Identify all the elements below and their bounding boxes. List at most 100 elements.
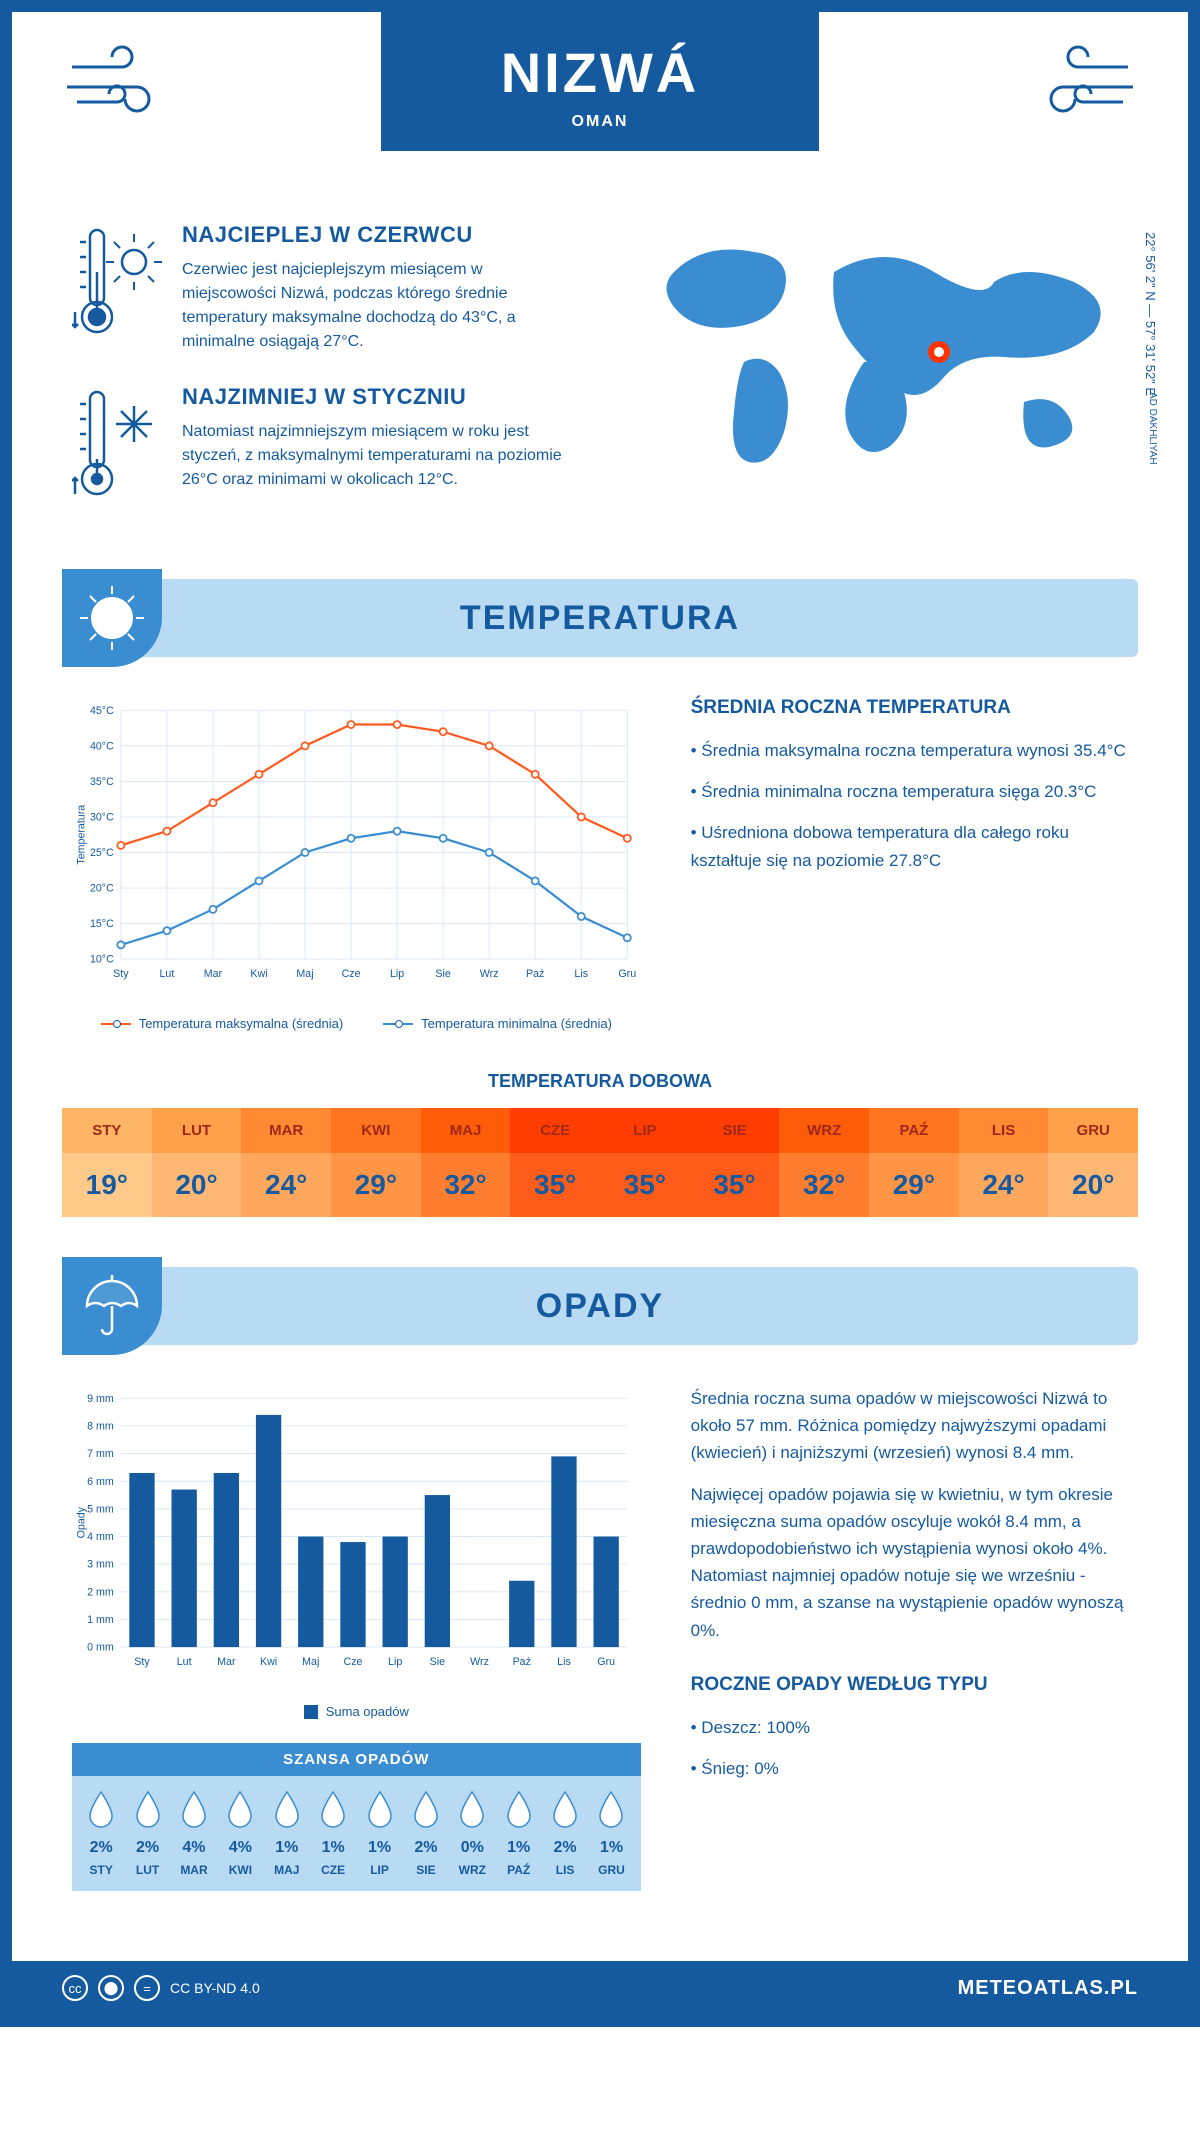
svg-text:Sty: Sty — [134, 1656, 150, 1668]
svg-text:20°C: 20°C — [90, 883, 114, 895]
temp-bullet: • Średnia maksymalna roczna temperatura … — [691, 737, 1128, 764]
coordinates: 22° 56' 2" N — 57° 31' 52" E — [1143, 232, 1158, 396]
world-map — [620, 222, 1128, 482]
svg-text:0 mm: 0 mm — [87, 1642, 114, 1654]
svg-text:Mar: Mar — [204, 968, 223, 980]
svg-text:Gru: Gru — [597, 1656, 615, 1668]
coldest-block: NAJZIMNIEJ W STYCZNIU Natomiast najzimni… — [72, 384, 580, 509]
temp-text-title: ŚREDNIA ROCZNA TEMPERATURA — [691, 697, 1128, 719]
chance-cell: 4%MAR — [171, 1790, 217, 1877]
svg-text:Mar: Mar — [217, 1656, 236, 1668]
precip-section-head: OPADY — [62, 1267, 1138, 1345]
svg-text:Lis: Lis — [557, 1656, 571, 1668]
svg-text:40°C: 40°C — [90, 740, 114, 752]
summary-row: NAJCIEPLEJ W CZERWCU Czerwiec jest najci… — [12, 192, 1188, 579]
license-text: CC BY-ND 4.0 — [170, 1980, 260, 1996]
precip-title: OPADY — [536, 1287, 664, 1326]
temp-bullet: • Średnia minimalna roczna temperatura s… — [691, 778, 1128, 805]
chance-cell: 1%GRU — [588, 1790, 634, 1877]
chance-cell: 2%LIS — [542, 1790, 588, 1877]
legend-min: Temperatura minimalna (średnia) — [421, 1016, 612, 1031]
svg-text:15°C: 15°C — [90, 918, 114, 930]
svg-text:3 mm: 3 mm — [87, 1559, 114, 1571]
daily-cell: PAŹ29° — [869, 1108, 959, 1217]
city-name: NIZWÁ — [501, 40, 700, 105]
svg-text:Paź: Paź — [526, 968, 544, 980]
hottest-title: NAJCIEPLEJ W CZERWCU — [182, 222, 580, 248]
precip-type-title: ROCZNE OPADY WEDŁUG TYPU — [691, 1674, 1128, 1696]
daily-cell: LIP35° — [600, 1108, 690, 1217]
daily-cell: MAR24° — [241, 1108, 331, 1217]
header: NIZWÁ OMAN — [12, 12, 1188, 192]
svg-text:Lip: Lip — [388, 1656, 402, 1668]
daily-cell: GRU20° — [1048, 1108, 1138, 1217]
chance-cell: 1%PAŹ — [496, 1790, 542, 1877]
svg-text:Cze: Cze — [343, 1656, 362, 1668]
cc-icon: cc — [62, 1975, 88, 2001]
daily-cell: MAJ32° — [421, 1108, 511, 1217]
svg-text:7 mm: 7 mm — [87, 1448, 114, 1460]
daily-cell: SIE35° — [690, 1108, 780, 1217]
svg-text:35°C: 35°C — [90, 776, 114, 788]
thermometer-hot-icon — [72, 222, 162, 354]
map-marker-icon — [928, 341, 950, 363]
chance-box: SZANSA OPADÓW 2%STY2%LUT4%MAR4%KWI1%MAJ1… — [72, 1743, 641, 1891]
precipitation-bar-chart: 0 mm1 mm2 mm3 mm4 mm5 mm6 mm7 mm8 mm9 mm… — [72, 1385, 641, 1687]
temperature-line-chart: 10°C15°C20°C25°C30°C35°C40°C45°CStyLutMa… — [72, 697, 641, 999]
region-label: AD DAKHLIYAH — [1147, 392, 1158, 465]
svg-text:Wrz: Wrz — [480, 968, 499, 980]
chance-cell: 1%LIP — [356, 1790, 402, 1877]
nd-icon: = — [134, 1975, 160, 2001]
svg-text:2 mm: 2 mm — [87, 1586, 114, 1598]
daily-cell: WRZ32° — [779, 1108, 869, 1217]
svg-text:Maj: Maj — [302, 1656, 319, 1668]
umbrella-icon — [62, 1257, 162, 1355]
wind-icon — [1028, 42, 1138, 134]
svg-text:Paź: Paź — [513, 1656, 531, 1668]
svg-text:Maj: Maj — [296, 968, 313, 980]
svg-text:6 mm: 6 mm — [87, 1476, 114, 1488]
hottest-block: NAJCIEPLEJ W CZERWCU Czerwiec jest najci… — [72, 222, 580, 354]
temp-title: TEMPERATURA — [460, 599, 740, 638]
wind-icon — [62, 42, 172, 134]
daily-temp-table: STY19°LUT20°MAR24°KWI29°MAJ32°CZE35°LIP3… — [62, 1108, 1138, 1217]
country-name: OMAN — [501, 113, 700, 131]
coldest-body: Natomiast najzimniejszym miesiącem w rok… — [182, 420, 580, 492]
footer: cc ⬤ = CC BY-ND 4.0 METEOATLAS.PL — [12, 1961, 1188, 2015]
temp-legend: Temperatura maksymalna (średnia) Tempera… — [72, 1016, 641, 1031]
svg-text:30°C: 30°C — [90, 811, 114, 823]
precip-p2: Najwięcej opadów pojawia się w kwietniu,… — [691, 1481, 1128, 1644]
chance-title: SZANSA OPADÓW — [72, 1743, 641, 1776]
temperature-section-head: TEMPERATURA — [62, 579, 1138, 657]
chance-cell: 0%WRZ — [449, 1790, 495, 1877]
hottest-body: Czerwiec jest najcieplejszym miesiącem w… — [182, 258, 580, 354]
chance-cell: 2%LUT — [124, 1790, 170, 1877]
svg-text:Wrz: Wrz — [470, 1656, 489, 1668]
by-icon: ⬤ — [98, 1975, 124, 2001]
temp-text: ŚREDNIA ROCZNA TEMPERATURA • Średnia mak… — [691, 697, 1128, 1031]
svg-text:Lis: Lis — [574, 968, 588, 980]
precip-p1: Średnia roczna suma opadów w miejscowośc… — [691, 1385, 1128, 1467]
svg-text:Lut: Lut — [159, 968, 174, 980]
chance-cell: 2%STY — [78, 1790, 124, 1877]
svg-text:8 mm: 8 mm — [87, 1421, 114, 1433]
chance-cell: 4%KWI — [217, 1790, 263, 1877]
svg-text:Sie: Sie — [435, 968, 450, 980]
svg-text:Temperatura: Temperatura — [75, 805, 87, 865]
svg-text:45°C: 45°C — [90, 705, 114, 717]
daily-cell: STY19° — [62, 1108, 152, 1217]
svg-text:9 mm: 9 mm — [87, 1393, 114, 1405]
svg-text:Lut: Lut — [177, 1656, 192, 1668]
svg-text:Opady: Opady — [75, 1506, 87, 1538]
daily-cell: KWI29° — [331, 1108, 421, 1217]
svg-text:Gru: Gru — [618, 968, 636, 980]
precip-legend: Suma opadów — [72, 1704, 641, 1719]
thermometer-cold-icon — [72, 384, 162, 509]
daily-cell: LIS24° — [959, 1108, 1049, 1217]
sun-icon — [62, 569, 162, 667]
daily-cell: CZE35° — [510, 1108, 600, 1217]
daily-temp-title: TEMPERATURA DOBOWA — [12, 1071, 1188, 1092]
precip-text: Średnia roczna suma opadów w miejscowośc… — [691, 1385, 1128, 1891]
svg-text:Kwi: Kwi — [260, 1656, 277, 1668]
daily-cell: LUT20° — [152, 1108, 242, 1217]
